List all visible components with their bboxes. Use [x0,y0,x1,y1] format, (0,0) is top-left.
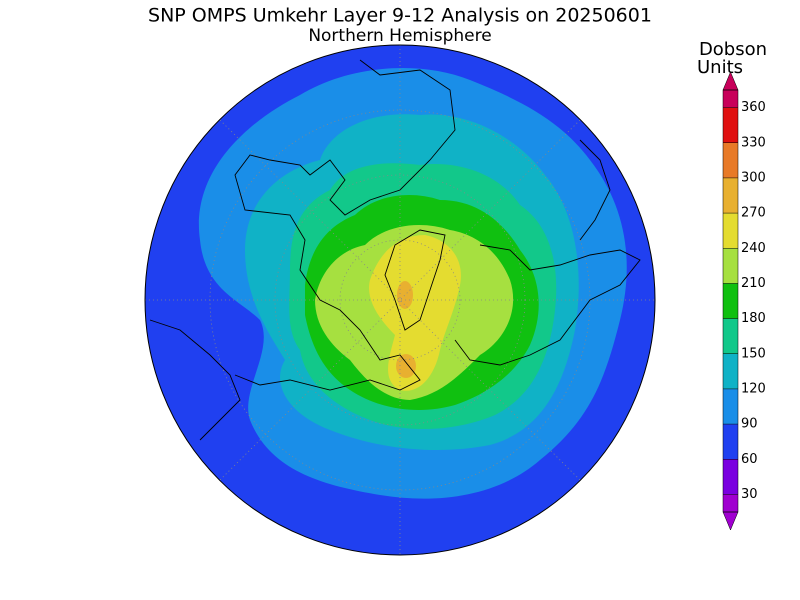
colorbar-bin [723,142,738,178]
band-area [369,235,461,391]
colorbar-tick-label: 90 [741,417,758,432]
polar-map [144,44,656,556]
colorbar-bin [723,388,738,425]
graticule-line [219,119,581,481]
colorbar-tick-label: 150 [741,346,766,361]
coastline [384,229,446,331]
colorbar-tick-label: 270 [741,206,766,221]
colorbar-tick-label: 330 [741,135,766,150]
coastline [454,244,641,366]
colorbar-bin [723,107,738,143]
colorbar-tick-label: 240 [741,241,766,256]
colorbar: 30 60 90 120 150 180 210 240 270 300 330 360 [722,71,766,531]
colorbar-bin [723,283,738,319]
colorbar-tick-label: 300 [741,170,766,185]
colorbar-tick-label: 360 [741,100,766,115]
coastline [149,319,241,441]
colorbar-tick-label: 120 [741,381,766,396]
colorbar-bin [723,353,738,389]
colorbar-tick-label: 210 [741,276,766,291]
colorbar-bin [723,459,738,495]
colorbar-bin [723,248,738,284]
colorbar-frame [722,89,739,513]
graticule-line [339,239,461,361]
colorbar-bin [723,90,738,108]
colorbar-tick-label: 60 [741,452,758,467]
colorbar-bin [723,318,738,354]
colorbar-label: Dobson [699,39,767,60]
colorbar-bin [723,494,738,512]
colorbar-bin [723,424,738,460]
colorbar-label: Units [697,57,743,78]
colorbar-tick-label: 30 [741,487,758,502]
graticule-line [219,119,581,481]
coastline [234,59,456,391]
colorbar-bin [723,177,738,214]
map-border [144,44,656,556]
coastline [579,139,611,241]
colorbar-bin [723,213,738,249]
graticule [145,45,655,555]
title: SNP OMPS Umkehr Layer 9-12 Analysis on 2… [148,5,652,27]
band-area [397,281,413,309]
colorbar-tick-label: 180 [741,311,766,326]
band-area [396,354,416,378]
subtitle: Northern Hemisphere [308,26,491,46]
coastlines [149,59,641,441]
